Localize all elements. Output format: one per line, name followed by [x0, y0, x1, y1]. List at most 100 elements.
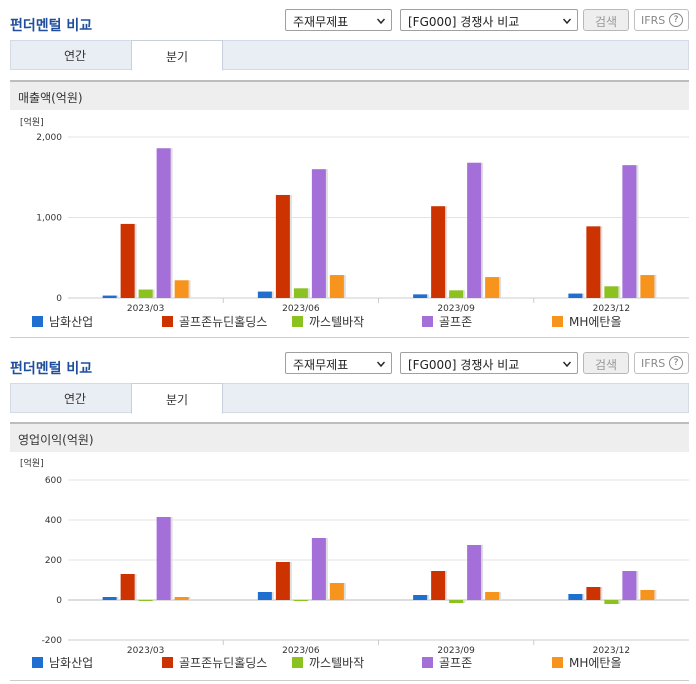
bar-골프존뉴딘홀딩스[interactable] [586, 587, 601, 600]
chevron-down-icon [563, 361, 571, 368]
bar-골프존뉴딘홀딩스[interactable] [275, 194, 290, 298]
peer-select[interactable]: [FG000] 경쟁사 비교 [400, 352, 578, 374]
statement-select[interactable]: 주재무제표 [285, 352, 392, 374]
bar-MH에탄올[interactable] [174, 280, 189, 298]
legend-swatch [422, 316, 433, 327]
bar-골프존[interactable] [156, 517, 171, 600]
y-tick-label: 0 [56, 294, 62, 304]
x-tick-label: 2023/09 [437, 646, 475, 654]
tab-annual[interactable]: 연간 [63, 49, 87, 63]
ifrs-help-button[interactable]: IFRS ? [634, 352, 689, 374]
statement-select[interactable]: 주재무제표 [285, 9, 392, 31]
bar-남화산업[interactable] [568, 293, 583, 298]
bar-골프존[interactable] [467, 162, 482, 298]
panel-title: 펀더멘털 비교 [10, 361, 93, 377]
bar-골프존[interactable] [622, 571, 637, 600]
legend-label: MH에탄올 [569, 656, 622, 670]
bar-남화산업[interactable] [257, 592, 272, 600]
bar-MH에탄올[interactable] [485, 277, 500, 298]
legend-label: 골프존 [439, 315, 473, 329]
panel-title: 펀더멘털 비교 [10, 18, 93, 34]
y-tick-label: 600 [45, 476, 62, 486]
chart-legend: 남화산업 골프존뉴딘홀딩스 까스텔바작 골프존 MH에탄올 [10, 313, 689, 333]
revenue-chart: [억원] 0 1,000 2,000 2023/03 2023/06 2023/09 2023… [20, 116, 689, 314]
legend-swatch [552, 316, 563, 327]
bar-MH에탄올[interactable] [640, 590, 655, 600]
bar-MH에탄올[interactable] [174, 597, 189, 600]
bar-골프존뉴딘홀딩스[interactable] [586, 226, 601, 298]
chart-title: 매출액(억원) [18, 91, 83, 105]
help-icon: ? [669, 13, 683, 27]
bar-까스텔바작[interactable] [604, 600, 619, 604]
tab-quarterly[interactable]: 분기 [131, 40, 223, 71]
legend-label: 까스텔바작 [309, 656, 365, 670]
unit-label: [억원] [20, 116, 44, 128]
bar-골프존[interactable] [622, 165, 637, 298]
chevron-down-icon [563, 18, 571, 25]
chart-legend: 남화산업 골프존뉴딘홀딩스 까스텔바작 골프존 MH에탄올 [10, 654, 689, 674]
panel-divider [10, 337, 689, 338]
operating-profit-chart: [억원] -200 0 200 400 600 2023/03 2023/06 2023/09 2… [20, 457, 689, 654]
peer-select-value: [FG000] 경쟁사 비교 [408, 358, 520, 372]
peer-select[interactable]: [FG000] 경쟁사 비교 [400, 9, 578, 31]
search-button[interactable]: 검색 [583, 352, 629, 374]
bar-골프존[interactable] [311, 538, 326, 600]
bar-MH에탄올[interactable] [640, 275, 655, 298]
bar-MH에탄올[interactable] [485, 592, 500, 600]
ifrs-help-button[interactable]: IFRS ? [634, 9, 689, 31]
help-icon: ? [669, 356, 683, 370]
bar-까스텔바작[interactable] [604, 286, 619, 298]
legend-swatch [32, 316, 43, 327]
chart-header: 매출액(억원) [10, 80, 689, 110]
legend-label: 남화산업 [49, 315, 94, 329]
fundamental-panel-revenue: 펀더멘털 비교 주재무제표 [FG000] 경쟁사 비교 검색 IFRS ? 연… [0, 0, 696, 340]
bar-골프존뉴딘홀딩스[interactable] [431, 206, 446, 298]
bar-골프존뉴딘홀딩스[interactable] [431, 571, 446, 600]
y-tick-label: 2,000 [36, 133, 62, 143]
y-tick-label: 200 [45, 556, 62, 566]
y-tick-label: -200 [42, 636, 63, 646]
bar-골프존[interactable] [467, 545, 482, 600]
legend-label: 골프존뉴딘홀딩스 [179, 315, 268, 329]
x-tick-label: 2023/12 [593, 646, 630, 654]
tab-quarterly[interactable]: 분기 [131, 383, 223, 414]
bar-골프존[interactable] [311, 169, 326, 298]
bar-까스텔바작[interactable] [449, 290, 464, 298]
legend-swatch [552, 657, 563, 668]
bar-남화산업[interactable] [102, 597, 117, 600]
ifrs-label: IFRS [641, 14, 666, 27]
peer-select-value: [FG000] 경쟁사 비교 [408, 15, 520, 29]
tab-annual[interactable]: 연간 [63, 392, 87, 406]
y-tick-label: 0 [56, 596, 62, 606]
bar-MH에탄올[interactable] [329, 583, 344, 600]
x-tick-label: 2023/09 [437, 304, 475, 314]
legend-swatch [292, 316, 303, 327]
chevron-down-icon [377, 18, 385, 25]
bar-골프존뉴딘홀딩스[interactable] [120, 574, 135, 600]
bar-까스텔바작[interactable] [449, 600, 464, 603]
period-tabbar: 연간 분기 [10, 40, 689, 71]
bar-남화산업[interactable] [257, 291, 272, 298]
bar-까스텔바작[interactable] [293, 600, 308, 601]
bar-남화산업[interactable] [568, 594, 583, 600]
statement-select-value: 주재무제표 [293, 15, 349, 29]
bar-까스텔바작[interactable] [293, 288, 308, 298]
bar-남화산업[interactable] [413, 595, 428, 600]
legend-swatch [292, 657, 303, 668]
ifrs-label: IFRS [641, 357, 666, 370]
legend-swatch [422, 657, 433, 668]
y-tick-label: 1,000 [36, 214, 62, 224]
bar-까스텔바작[interactable] [138, 600, 153, 601]
bar-남화산업[interactable] [413, 294, 428, 298]
unit-label: [억원] [20, 457, 44, 469]
bar-남화산업[interactable] [102, 295, 117, 298]
bar-골프존뉴딘홀딩스[interactable] [275, 562, 290, 600]
panel-divider [10, 680, 689, 681]
bar-MH에탄올[interactable] [329, 275, 344, 298]
legend-label: 까스텔바작 [309, 315, 365, 329]
search-button[interactable]: 검색 [583, 9, 629, 31]
bar-골프존[interactable] [156, 148, 171, 298]
legend-label: 골프존뉴딘홀딩스 [179, 656, 268, 670]
bar-까스텔바작[interactable] [138, 289, 153, 298]
bar-골프존뉴딘홀딩스[interactable] [120, 223, 135, 298]
